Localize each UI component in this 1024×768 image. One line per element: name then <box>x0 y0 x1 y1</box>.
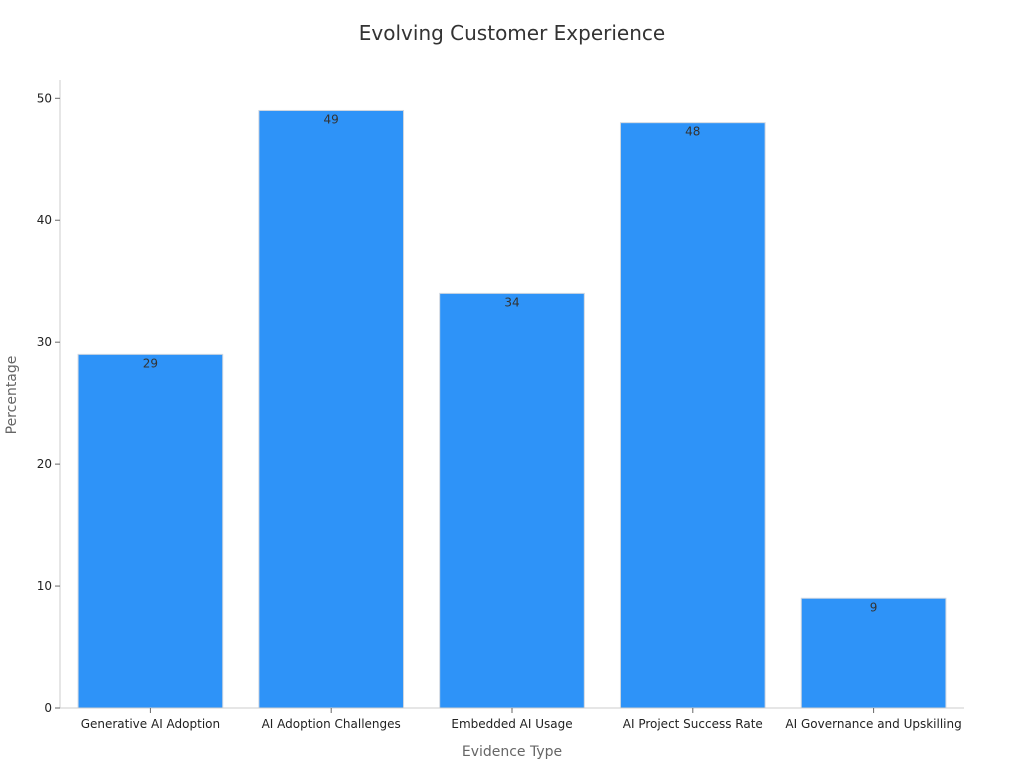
data-label: 48 <box>685 125 700 139</box>
data-label: 29 <box>143 356 158 370</box>
bar <box>439 292 585 709</box>
x-tick-label: AI Governance and Upskilling <box>785 717 961 731</box>
x-tick-label: Embedded AI Usage <box>451 717 572 731</box>
y-tick-label: 50 <box>37 91 52 105</box>
x-tick-label: AI Project Success Rate <box>623 717 763 731</box>
x-tick-label: AI Adoption Challenges <box>262 717 401 731</box>
y-tick-label: 0 <box>44 701 52 715</box>
y-tick-label: 40 <box>37 213 52 227</box>
x-tick-label: Generative AI Adoption <box>81 717 220 731</box>
y-tick-label: 10 <box>37 579 52 593</box>
bar <box>258 109 405 709</box>
y-tick-label: 20 <box>37 457 52 471</box>
chart-title: Evolving Customer Experience <box>359 21 665 45</box>
bar <box>77 353 224 709</box>
bars-layer <box>77 109 947 709</box>
data-label: 49 <box>324 112 339 126</box>
y-tick-label: 30 <box>37 335 52 349</box>
data-label: 34 <box>504 295 519 309</box>
data-labels-layer: 29 49 34 48 9 <box>143 112 878 614</box>
y-axis-label: Percentage <box>4 356 20 435</box>
x-axis: Generative AI Adoption AI Adoption Challe… <box>60 707 964 731</box>
y-axis: 0 10 20 30 40 50 <box>37 80 61 715</box>
bar <box>619 122 766 709</box>
x-axis-label: Evidence Type <box>462 744 562 760</box>
data-label: 9 <box>870 600 878 614</box>
bar <box>800 597 947 709</box>
